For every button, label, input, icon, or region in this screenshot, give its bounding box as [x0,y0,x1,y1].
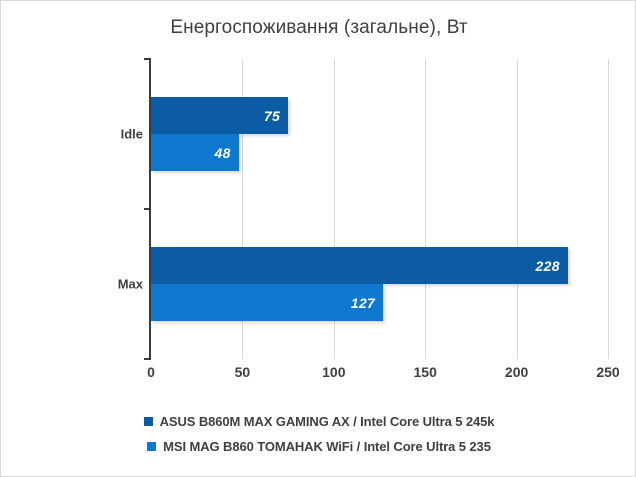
bar-value-label: 228 [535,257,560,274]
bar[interactable]: 48 [151,134,239,171]
x-axis-tick-label: 250 [596,364,620,380]
legend-swatch-series-2 [147,442,157,451]
legend-item[interactable]: ASUS B860M MAX GAMING AX / Intel Core Ul… [1,409,635,434]
chart-title: Енергоспоживання (загальне), Вт [170,17,468,38]
x-axis-tick-label: 200 [504,364,529,380]
bar-value-label: 48 [214,144,231,161]
bar-value-label: 75 [263,107,281,124]
x-axis-tick-label: 50 [234,364,251,380]
legend-item[interactable]: MSI MAG B860 TOMAHAK WiFi / Intel Core U… [1,434,635,459]
y-axis-line [149,58,151,360]
y-axis-tick [144,358,150,360]
chart-legend: ASUS B860M MAX GAMING AX / Intel Core Ul… [1,409,635,459]
category-axis-labels: Idle Max [81,1,143,476]
y-axis-tick [144,58,150,60]
x-axis-tick-label: 100 [322,364,346,380]
category-label: Max [117,276,143,292]
plot-area: 75 48 228 127 [151,59,609,359]
gridline [333,59,335,359]
bar-value-label: 127 [350,294,376,311]
x-axis-tick-label: 150 [413,364,437,380]
y-axis-tick [144,208,150,210]
bar[interactable]: 228 [151,247,568,284]
legend-swatch-series-1 [143,417,153,426]
legend-label-series-2: MSI MAG B860 TOMAHAK WiFi / Intel Core U… [163,439,491,454]
gridline [425,59,427,359]
gridline [242,59,244,359]
category-label: Idle [120,126,143,142]
x-axis-tick-label: 0 [147,364,155,380]
gridline [608,59,609,359]
gridline [516,59,518,359]
legend-label-series-1: ASUS B860M MAX GAMING AX / Intel Core Ul… [159,414,495,429]
bar[interactable]: 127 [151,284,384,321]
bar[interactable]: 75 [151,97,289,134]
